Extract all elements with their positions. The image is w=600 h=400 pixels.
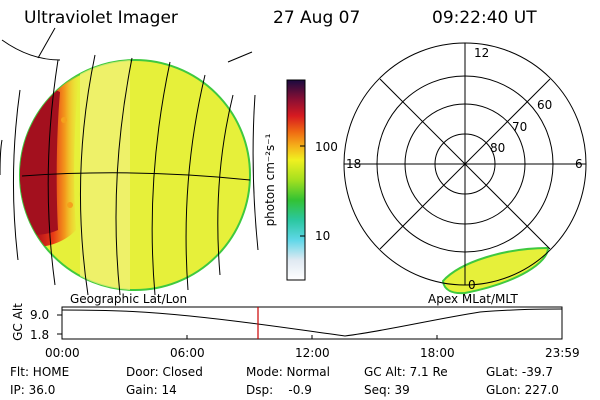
status-seq: Seq: 39 — [364, 383, 410, 397]
status-glon: GLon: 227.0 — [486, 383, 559, 397]
mlt-label-18: 18 — [346, 157, 362, 171]
altitude-xtick: 00:00 — [45, 346, 80, 360]
altitude-xtick: 18:00 — [420, 346, 455, 360]
colorbar-unit-label: photon cm⁻²s⁻¹ — [263, 133, 277, 227]
altitude-xtick: 06:00 — [170, 346, 205, 360]
time-label: 09:22:40 UT — [432, 8, 537, 28]
mlat-label-70: 70 — [512, 120, 528, 134]
status-gc-alt: GC Alt: 7.1 Re — [364, 365, 448, 379]
altitude-plot — [57, 306, 563, 340]
status-ip: IP: 36.0 — [10, 383, 56, 397]
mlt-label-12: 12 — [474, 46, 490, 60]
earth-image — [0, 27, 259, 296]
date-label: 27 Aug 07 — [273, 8, 361, 28]
geo-panel-label: Geographic Lat/Lon — [70, 292, 188, 306]
status-mode: Mode: Normal — [246, 365, 330, 379]
polar-plot — [343, 42, 587, 295]
altitude-ylabel: GC Alt — [11, 303, 25, 341]
color-scale — [286, 79, 306, 281]
mlt-label-0: 0 — [468, 278, 476, 292]
colorbar-tick-100: 100 — [315, 140, 338, 154]
mlt-label-6: 6 — [575, 157, 583, 171]
colorbar-tick-10: 10 — [315, 229, 331, 243]
status-glat: GLat: -39.7 — [486, 365, 553, 379]
altitude-xtick: 12:00 — [295, 346, 330, 360]
altitude-ytick-bottom: 1.8 — [30, 328, 50, 342]
status-gain: Gain: 14 — [126, 383, 177, 397]
instrument-title: Ultraviolet Imager — [24, 8, 178, 28]
status-flight: Flt: HOME — [10, 365, 70, 379]
altitude-xtick: 23:59 — [545, 346, 580, 360]
status-dsp: Dsp: -0.9 — [246, 383, 312, 397]
status-door: Door: Closed — [126, 365, 203, 379]
mlat-label-80: 80 — [490, 141, 506, 155]
apex-panel-label: Apex MLat/MLT — [428, 292, 518, 306]
mlat-label-60: 60 — [537, 98, 553, 112]
altitude-ytick-top: 9.0 — [30, 308, 50, 322]
geo-grid — [0, 27, 259, 296]
